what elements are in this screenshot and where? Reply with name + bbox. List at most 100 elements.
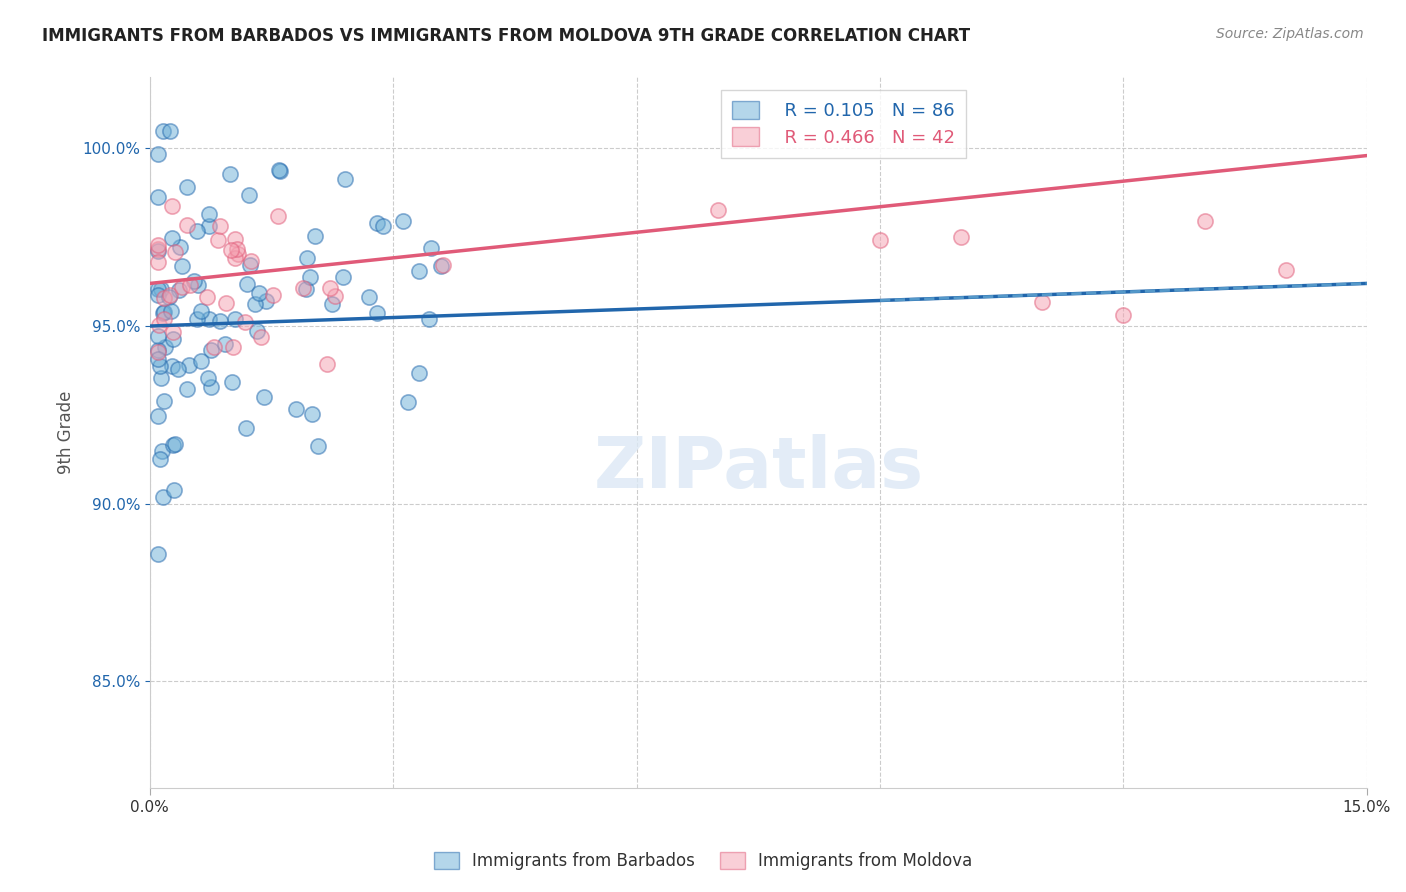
Y-axis label: 9th Grade: 9th Grade bbox=[58, 391, 75, 475]
Point bbox=[179, 358, 201, 372]
Point bbox=[170, 280, 193, 294]
Point bbox=[190, 354, 212, 368]
Point bbox=[430, 259, 453, 273]
Point bbox=[148, 328, 170, 343]
Point bbox=[250, 330, 273, 344]
Point bbox=[163, 244, 186, 259]
Point bbox=[152, 124, 174, 138]
Point bbox=[186, 312, 208, 326]
Point bbox=[152, 490, 174, 504]
Point bbox=[202, 339, 225, 353]
Point bbox=[335, 172, 357, 186]
Point bbox=[408, 366, 430, 380]
Point bbox=[200, 380, 222, 394]
Text: Source: ZipAtlas.com: Source: ZipAtlas.com bbox=[1216, 27, 1364, 41]
Point bbox=[221, 376, 243, 390]
Point bbox=[162, 438, 184, 452]
Point bbox=[146, 242, 169, 256]
Point bbox=[238, 187, 260, 202]
Point bbox=[357, 290, 380, 304]
Point bbox=[148, 318, 170, 332]
Point bbox=[226, 247, 249, 261]
Point bbox=[146, 282, 169, 296]
Point bbox=[225, 242, 247, 256]
Point bbox=[159, 288, 181, 302]
Point bbox=[332, 269, 354, 284]
Point bbox=[153, 291, 176, 305]
Point bbox=[420, 241, 443, 255]
Point bbox=[155, 340, 177, 354]
Text: IMMIGRANTS FROM BARBADOS VS IMMIGRANTS FROM MOLDOVA 9TH GRADE CORRELATION CHART: IMMIGRANTS FROM BARBADOS VS IMMIGRANTS F… bbox=[42, 27, 970, 45]
Point bbox=[239, 254, 262, 268]
Point bbox=[190, 304, 212, 318]
Point bbox=[153, 305, 176, 319]
Point bbox=[146, 547, 169, 561]
Point bbox=[269, 163, 291, 178]
Point bbox=[432, 259, 454, 273]
Point bbox=[198, 207, 221, 221]
Point bbox=[198, 219, 221, 234]
Point bbox=[371, 219, 394, 233]
Point bbox=[1031, 295, 1053, 310]
Point bbox=[235, 315, 257, 329]
Legend: Immigrants from Barbados, Immigrants from Moldova: Immigrants from Barbados, Immigrants fro… bbox=[427, 845, 979, 877]
Point bbox=[146, 190, 169, 204]
Point bbox=[224, 311, 246, 326]
Point bbox=[235, 421, 257, 435]
Legend:   R = 0.105   N = 86,   R = 0.466   N = 42: R = 0.105 N = 86, R = 0.466 N = 42 bbox=[721, 90, 966, 158]
Point bbox=[366, 216, 388, 230]
Point bbox=[269, 162, 291, 177]
Point bbox=[146, 147, 169, 161]
Point bbox=[307, 439, 329, 453]
Point bbox=[146, 244, 169, 259]
Point bbox=[200, 343, 222, 358]
Point bbox=[247, 286, 270, 301]
Point bbox=[267, 209, 290, 223]
Point bbox=[163, 483, 186, 497]
Point bbox=[299, 270, 322, 285]
Point bbox=[208, 219, 231, 233]
Point bbox=[292, 281, 315, 295]
Point bbox=[149, 451, 172, 466]
Point bbox=[243, 297, 266, 311]
Point bbox=[239, 258, 262, 272]
Point bbox=[146, 238, 169, 252]
Point bbox=[162, 325, 184, 339]
Point bbox=[253, 390, 276, 404]
Point bbox=[319, 281, 342, 295]
Point bbox=[366, 306, 388, 320]
Point bbox=[869, 233, 891, 247]
Point bbox=[176, 179, 198, 194]
Point bbox=[146, 409, 169, 423]
Point bbox=[159, 124, 181, 138]
Point bbox=[149, 359, 172, 373]
Point bbox=[214, 296, 236, 310]
Point bbox=[169, 283, 191, 297]
Point bbox=[254, 294, 277, 309]
Point bbox=[224, 232, 246, 246]
Text: ZIPatlas: ZIPatlas bbox=[593, 434, 924, 502]
Point bbox=[160, 359, 183, 373]
Point bbox=[152, 305, 174, 319]
Point bbox=[222, 340, 245, 354]
Point bbox=[153, 394, 176, 409]
Point bbox=[162, 332, 184, 346]
Point bbox=[198, 311, 221, 326]
Point bbox=[160, 199, 183, 213]
Point bbox=[396, 395, 419, 409]
Point bbox=[197, 371, 219, 385]
Point bbox=[325, 289, 347, 303]
Point bbox=[146, 254, 169, 268]
Point bbox=[219, 243, 242, 257]
Point bbox=[1194, 214, 1216, 228]
Point bbox=[224, 251, 246, 265]
Point bbox=[295, 251, 318, 265]
Point bbox=[186, 224, 208, 238]
Point bbox=[392, 214, 415, 228]
Point bbox=[218, 167, 240, 181]
Point bbox=[321, 297, 343, 311]
Point bbox=[408, 264, 430, 278]
Point bbox=[176, 219, 198, 233]
Point bbox=[157, 290, 180, 304]
Point bbox=[315, 358, 337, 372]
